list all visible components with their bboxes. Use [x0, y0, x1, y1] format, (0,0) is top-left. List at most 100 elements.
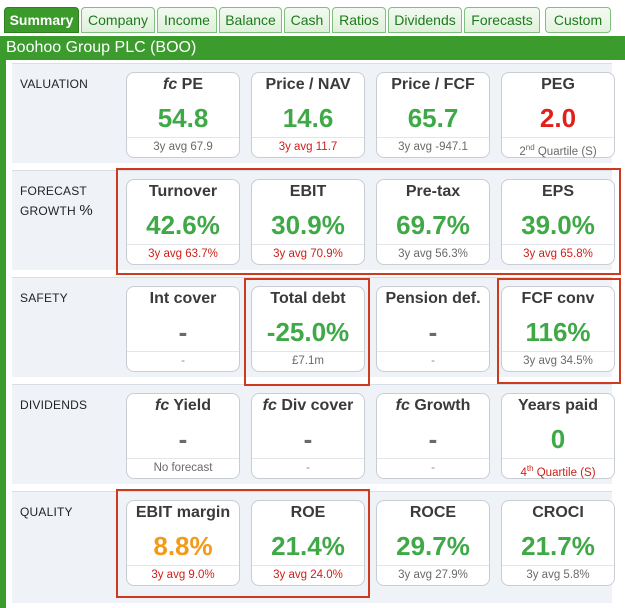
company-title: Boohoo Group PLC (BOO)	[0, 36, 625, 60]
card-value: -	[303, 424, 313, 454]
tab-summary[interactable]: Summary	[4, 7, 79, 33]
metric-card-growth[interactable]: fc Growth - -	[376, 393, 490, 479]
metric-card-total-debt[interactable]: Total debt -25.0% £7.1m	[251, 286, 365, 372]
card-value: 14.6	[282, 103, 334, 133]
row-valuation: VALUATION fc PE 54.8 3y avg 67.9 Price /…	[12, 63, 615, 163]
metric-card-pe[interactable]: fc PE 54.8 3y avg 67.9	[126, 72, 240, 158]
row-label: SAFETY	[20, 291, 68, 305]
quartile-text: Quartile (S)	[534, 145, 597, 158]
card-value: 29.7%	[396, 531, 470, 561]
card-title: Turnover	[148, 183, 218, 200]
row-safety: SAFETY Int cover - - Total debt -25.0% £…	[12, 277, 615, 377]
card-footer: £7.1m	[252, 351, 364, 371]
metric-card-int-cover[interactable]: Int cover - -	[126, 286, 240, 372]
card-title: PEG	[541, 76, 575, 93]
card-footer: 3y avg 67.9	[127, 137, 239, 157]
quartile-number: 4	[520, 466, 527, 479]
metric-card-div-cover[interactable]: fc Div cover - -	[251, 393, 365, 479]
tab-cash[interactable]: Cash	[284, 7, 330, 33]
card-title: EBIT margin	[135, 504, 231, 521]
card-title-text: PE	[181, 76, 204, 93]
tab-balance[interactable]: Balance	[219, 7, 282, 33]
card-title: Pension def.	[385, 290, 481, 307]
card-title: fc Growth	[377, 397, 489, 415]
metric-card-eps[interactable]: EPS 39.0% 3y avg 65.8%	[501, 179, 615, 265]
row-dividends: DIVIDENDS fc Yield - No forecast fc Div …	[12, 384, 615, 484]
fc-prefix: fc	[162, 76, 178, 93]
card-footer: 3y avg 27.9%	[377, 565, 489, 585]
card-title: fc Div cover	[252, 397, 364, 415]
metric-card-pension-def[interactable]: Pension def. - -	[376, 286, 490, 372]
tab-forecasts[interactable]: Forecasts	[464, 7, 540, 33]
card-value: -	[178, 317, 188, 347]
metric-card-ebit[interactable]: EBIT 30.9% 3y avg 70.9%	[251, 179, 365, 265]
metric-card-fcf-conv[interactable]: FCF conv 116% 3y avg 34.5%	[501, 286, 615, 372]
card-value: 21.4%	[271, 531, 345, 561]
card-title: ROCE	[409, 504, 457, 521]
metric-card-croci[interactable]: CROCI 21.7% 3y avg 5.8%	[501, 500, 615, 586]
card-title: fc PE	[127, 76, 239, 94]
tab-custom[interactable]: Custom	[545, 7, 611, 33]
card-title: Int cover	[149, 290, 217, 307]
card-title: FCF conv	[521, 290, 595, 307]
card-footer: 3y avg -947.1	[377, 137, 489, 157]
row-label: FORECAST GROWTH %	[20, 181, 120, 221]
row-forecast-growth: FORECAST GROWTH % Turnover 42.6% 3y avg 6…	[12, 170, 615, 270]
card-title: Total debt	[270, 290, 346, 307]
metric-card-roe[interactable]: ROE 21.4% 3y avg 24.0%	[251, 500, 365, 586]
card-value: 30.9%	[271, 210, 345, 240]
card-footer: -	[127, 351, 239, 371]
row-label: QUALITY	[20, 505, 73, 519]
card-title: Price / NAV	[265, 76, 351, 93]
metric-card-price-nav[interactable]: Price / NAV 14.6 3y avg 11.7	[251, 72, 365, 158]
card-value: -	[428, 424, 438, 454]
fc-prefix: fc	[154, 397, 170, 414]
card-title: EBIT	[289, 183, 327, 200]
metric-card-yield[interactable]: fc Yield - No forecast	[126, 393, 240, 479]
card-value: 8.8%	[153, 531, 213, 561]
card-value: 21.7%	[521, 531, 595, 561]
card-footer: No forecast	[127, 458, 239, 478]
tab-ratios[interactable]: Ratios	[332, 7, 386, 33]
metric-card-turnover[interactable]: Turnover 42.6% 3y avg 63.7%	[126, 179, 240, 265]
metric-card-pre-tax[interactable]: Pre-tax 69.7% 3y avg 56.3%	[376, 179, 490, 265]
card-footer: 2nd Quartile (S)	[502, 137, 614, 158]
card-footer: -	[377, 351, 489, 371]
row-label-percent: %	[79, 202, 93, 219]
card-value: 69.7%	[396, 210, 470, 240]
quartile-text: Quartile (S)	[533, 466, 596, 479]
card-title: Pre-tax	[405, 183, 461, 200]
fc-prefix: fc	[395, 397, 410, 414]
metric-card-ebit-margin[interactable]: EBIT margin 8.8% 3y avg 9.0%	[126, 500, 240, 586]
metric-card-roce[interactable]: ROCE 29.7% 3y avg 27.9%	[376, 500, 490, 586]
card-footer: -	[377, 458, 489, 478]
metric-card-peg[interactable]: PEG 2.0 2nd Quartile (S)	[501, 72, 615, 158]
row-label-line2: GROWTH	[20, 204, 76, 218]
row-label-line1: FORECAST	[20, 184, 87, 198]
card-title-text: Growth	[414, 397, 471, 414]
card-title: CROCI	[532, 504, 584, 521]
card-footer: 3y avg 34.5%	[502, 351, 614, 371]
card-title: ROE	[290, 504, 326, 521]
tab-income[interactable]: Income	[157, 7, 217, 33]
card-footer: 3y avg 70.9%	[252, 244, 364, 264]
tab-dividends[interactable]: Dividends	[388, 7, 462, 33]
row-label: VALUATION	[20, 77, 89, 91]
card-value: -25.0%	[266, 317, 350, 347]
card-footer: 3y avg 24.0%	[252, 565, 364, 585]
card-value: 0	[550, 424, 566, 454]
metric-card-years-paid[interactable]: Years paid 0 4th Quartile (S)	[501, 393, 615, 479]
card-title: fc Yield	[127, 397, 239, 415]
card-footer: 3y avg 56.3%	[377, 244, 489, 264]
card-value: 42.6%	[146, 210, 220, 240]
tab-company[interactable]: Company	[81, 7, 155, 33]
card-footer: -	[252, 458, 364, 478]
row-label: DIVIDENDS	[20, 398, 88, 412]
card-value: 39.0%	[521, 210, 595, 240]
card-footer: 3y avg 9.0%	[127, 565, 239, 585]
card-value: 116%	[525, 317, 591, 347]
card-title-text: Yield	[173, 397, 212, 414]
fc-prefix: fc	[262, 397, 277, 414]
card-footer: 3y avg 11.7	[252, 137, 364, 157]
metric-card-price-fcf[interactable]: Price / FCF 65.7 3y avg -947.1	[376, 72, 490, 158]
